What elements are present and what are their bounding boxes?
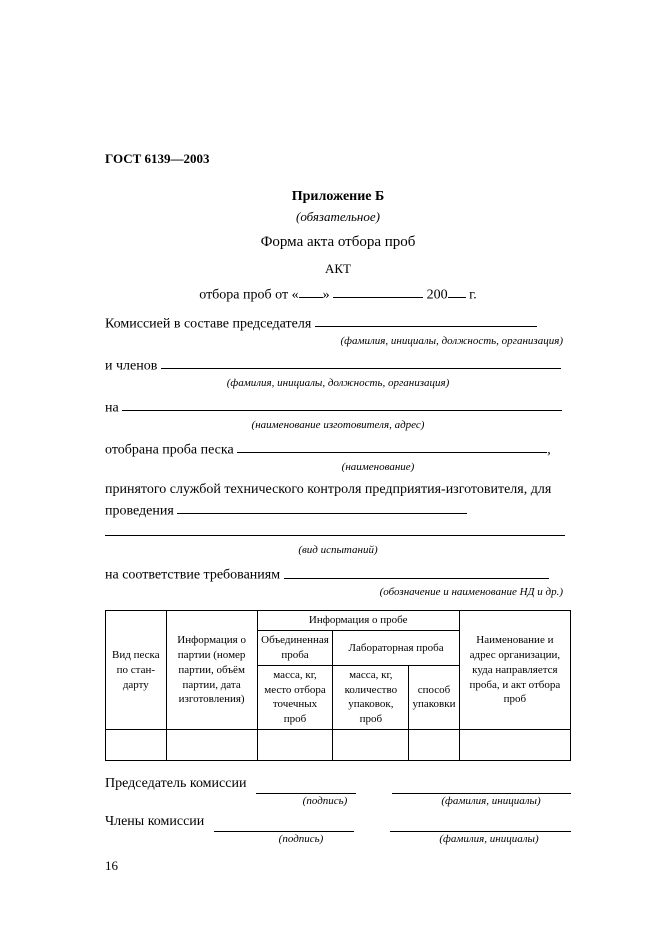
members-label: и членов	[105, 358, 157, 373]
th-combined: Объединен­ная проба	[257, 631, 333, 666]
document-page: ГОСТ 6139—2003 Приложение Б (обязательно…	[0, 0, 661, 914]
akt-label: АКТ	[105, 260, 571, 278]
blank-on	[122, 397, 562, 411]
blank-accepted-2	[105, 522, 565, 536]
th-lab-sub2: способ упаков­ки	[409, 665, 460, 729]
sig-chair-label: Председатель комиссии	[105, 775, 246, 794]
blank-commission	[315, 313, 537, 327]
sig-members-fio-sub: (фамилия, инициалы)	[407, 832, 571, 847]
obligatory-note: (обязательное)	[105, 208, 571, 226]
table-row	[106, 730, 571, 761]
date-line: отбора проб от « » 200 г.	[105, 284, 571, 305]
sub-naim: (наименование)	[105, 460, 571, 475]
th-combined-sub: масса, кг, место отбо­ра точечных проб	[257, 665, 333, 729]
commission-line: Комиссией в составе председателя	[105, 313, 571, 334]
sub-members: (фамилия, инициалы, должность, организац…	[105, 376, 571, 391]
signature-members-block: Члены комиссии (подпись) (фамилия, иници…	[105, 813, 571, 847]
sub-nd: (обозначение и наименование НД и др.)	[105, 585, 571, 600]
accepted-line-2	[105, 522, 571, 543]
blank-chair-sign	[256, 780, 356, 794]
blank-year	[448, 284, 466, 298]
sample-label: отобрана проба песка	[105, 442, 234, 457]
th-batch: Информация о партии (номер партии, объём…	[166, 611, 257, 730]
members-line: и членов	[105, 355, 571, 376]
sub-test-type: (вид испытаний)	[105, 543, 571, 558]
sig-chair-sign-sub: (подпись)	[275, 794, 375, 809]
blank-accepted	[177, 500, 467, 514]
th-sand-type: Вид песка по стан­дарту	[106, 611, 167, 730]
page-number: 16	[105, 857, 571, 875]
on-label: на	[105, 400, 119, 415]
signature-chair-block: Председатель комиссии (подпись) (фамилия…	[105, 775, 571, 809]
blank-sample	[237, 439, 547, 453]
on-line: на	[105, 397, 571, 418]
sig-members-label: Члены комиссии	[105, 813, 204, 832]
th-lab: Лабораторная проба	[333, 631, 459, 666]
th-dest: Наименование и адрес организа­ции, куда …	[459, 611, 570, 730]
blank-day	[299, 284, 323, 298]
blank-members-fio	[390, 817, 571, 831]
conformity-label: на соответствие требованиям	[105, 568, 280, 583]
probe-table: Вид песка по стан­дарту Информация о пар…	[105, 610, 571, 761]
date-prefix: отбора проб от «	[199, 287, 298, 302]
year-suffix: г.	[469, 287, 477, 302]
blank-members-sign	[214, 817, 354, 831]
accepted-line: принятого службой технического контроля …	[105, 481, 571, 521]
sub-manufacturer: (наименование изготовителя, адрес)	[105, 418, 571, 433]
blank-conformity	[284, 564, 549, 578]
sub-commission: (фамилия, инициалы, должность, организац…	[105, 334, 571, 349]
sample-line: отобрана проба песка ,	[105, 439, 571, 460]
form-title: Форма акта отбора проб	[105, 232, 571, 252]
appendix-title: Приложение Б	[105, 188, 571, 207]
commission-label: Комиссией в составе председателя	[105, 316, 311, 331]
blank-chair-fio	[392, 780, 571, 794]
conformity-line: на соответствие требованиям	[105, 564, 571, 585]
sig-chair-fio-sub: (фамилия, инициалы)	[411, 794, 571, 809]
date-mid: »	[323, 287, 330, 302]
sig-members-sign-sub: (подпись)	[231, 832, 371, 847]
standard-code: ГОСТ 6139—2003	[105, 150, 571, 168]
th-lab-sub1: масса, кг, количество упаковок, проб	[333, 665, 409, 729]
th-probe-info: Информация о пробе	[257, 611, 459, 631]
year-prefix: 200	[427, 287, 448, 302]
blank-members	[161, 355, 561, 369]
blank-month	[333, 284, 423, 298]
